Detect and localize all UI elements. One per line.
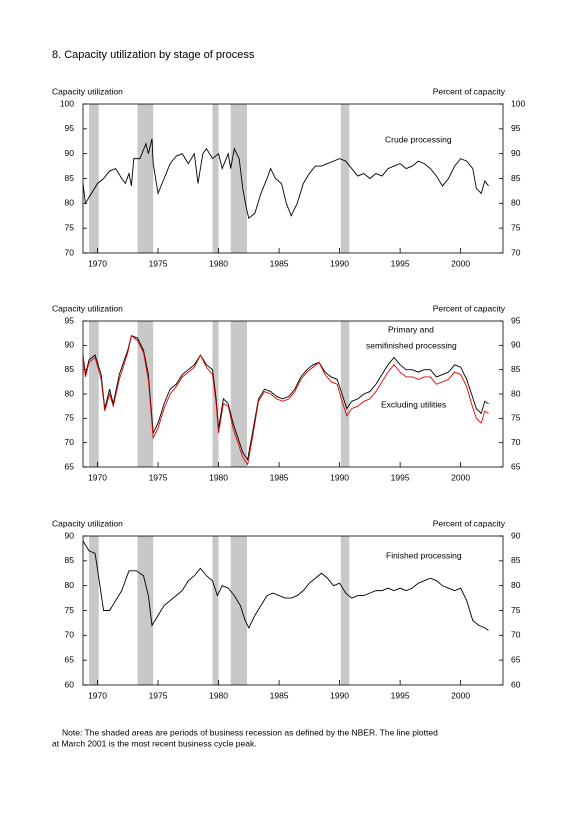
- series-label: Crude processing: [385, 134, 452, 144]
- y-tick-label: 75: [65, 413, 75, 423]
- x-tick-label: 2000: [451, 258, 470, 268]
- recession-band: [212, 536, 219, 685]
- x-tick-label: 2000: [451, 472, 470, 482]
- y-tick-label: 75: [65, 222, 75, 232]
- y2-tick-label: 95: [511, 315, 521, 325]
- left-axis-label: Capacity utilization: [52, 303, 123, 313]
- right-axis-label: Percent of capacity: [433, 303, 506, 313]
- y2-tick-label: 100: [511, 98, 525, 108]
- recession-band: [137, 104, 154, 253]
- page-title: 8. Capacity utilization by stage of proc…: [52, 49, 255, 61]
- x-tick-label: 1970: [88, 690, 107, 700]
- y2-tick-label: 60: [511, 679, 521, 689]
- series-label: semifinished processing: [366, 340, 457, 350]
- recession-band: [212, 104, 219, 253]
- y2-tick-label: 85: [511, 555, 521, 565]
- series-label: Finished processing: [386, 550, 462, 560]
- y-tick-label: 70: [65, 437, 75, 447]
- recession-band: [340, 321, 350, 467]
- y2-tick-label: 70: [511, 247, 521, 257]
- data-line: [82, 334, 489, 461]
- x-tick-label: 1995: [391, 472, 410, 482]
- y-tick-label: 90: [65, 340, 75, 350]
- y2-tick-label: 65: [511, 461, 521, 471]
- recession-band: [89, 536, 99, 685]
- note-line: at March 2001 is the most recent busines…: [52, 738, 257, 748]
- y2-tick-label: 65: [511, 654, 521, 664]
- x-tick-label: 1970: [88, 472, 107, 482]
- x-tick-label: 1985: [270, 258, 289, 268]
- y2-tick-label: 90: [511, 340, 521, 350]
- y-tick-label: 80: [65, 388, 75, 398]
- recession-band: [89, 104, 99, 253]
- y2-tick-label: 70: [511, 437, 521, 447]
- y-tick-label: 80: [65, 580, 75, 590]
- recession-band: [230, 321, 248, 467]
- recession-band: [230, 104, 248, 253]
- y-tick-label: 95: [65, 123, 75, 133]
- x-tick-label: 1990: [330, 690, 349, 700]
- x-tick-label: 1980: [209, 690, 228, 700]
- y-tick-label: 60: [65, 679, 75, 689]
- y-tick-label: 95: [65, 315, 75, 325]
- y-tick-label: 75: [65, 605, 75, 615]
- recession-band: [137, 321, 154, 467]
- series-label: Excluding utilities: [381, 399, 446, 409]
- x-tick-label: 2000: [451, 690, 470, 700]
- data-line: [82, 138, 489, 220]
- y2-tick-label: 80: [511, 580, 521, 590]
- y-tick-label: 65: [65, 654, 75, 664]
- x-tick-label: 1980: [209, 472, 228, 482]
- recession-band: [340, 104, 350, 253]
- left-axis-label: Capacity utilization: [52, 518, 123, 528]
- y-tick-label: 70: [65, 630, 75, 640]
- y2-tick-label: 85: [511, 173, 521, 183]
- right-axis-label: Percent of capacity: [433, 518, 506, 528]
- x-tick-label: 1975: [149, 690, 168, 700]
- y2-tick-label: 70: [511, 630, 521, 640]
- x-tick-label: 1990: [330, 472, 349, 482]
- y-tick-label: 85: [65, 364, 75, 374]
- series-label: Primary and: [388, 324, 434, 334]
- x-tick-label: 1975: [149, 258, 168, 268]
- x-tick-label: 1970: [88, 258, 107, 268]
- y-tick-label: 70: [65, 247, 75, 257]
- y2-tick-label: 75: [511, 413, 521, 423]
- y2-tick-label: 90: [511, 148, 521, 158]
- recession-band: [340, 536, 350, 685]
- y2-tick-label: 80: [511, 388, 521, 398]
- y2-tick-label: 75: [511, 222, 521, 232]
- y-tick-label: 85: [65, 173, 75, 183]
- y-tick-label: 85: [65, 555, 75, 565]
- y-tick-label: 65: [65, 461, 75, 471]
- y2-tick-label: 85: [511, 364, 521, 374]
- recession-band: [89, 321, 99, 467]
- y-tick-label: 80: [65, 198, 75, 208]
- y2-tick-label: 90: [511, 530, 521, 540]
- y2-tick-label: 80: [511, 198, 521, 208]
- y-tick-label: 100: [60, 98, 74, 108]
- y2-tick-label: 95: [511, 123, 521, 133]
- x-tick-label: 1980: [209, 258, 228, 268]
- x-tick-label: 1995: [391, 258, 410, 268]
- y-tick-label: 90: [65, 148, 75, 158]
- y-tick-label: 90: [65, 530, 75, 540]
- data-line: [82, 334, 489, 466]
- recession-band: [230, 536, 248, 685]
- note-line: Note: The shaded areas are periods of bu…: [62, 727, 438, 737]
- left-axis-label: Capacity utilization: [52, 86, 123, 96]
- right-axis-label: Percent of capacity: [433, 86, 506, 96]
- x-tick-label: 1995: [391, 690, 410, 700]
- x-tick-label: 1985: [270, 690, 289, 700]
- data-line: [82, 540, 489, 631]
- x-tick-label: 1985: [270, 472, 289, 482]
- x-tick-label: 1975: [149, 472, 168, 482]
- x-tick-label: 1990: [330, 258, 349, 268]
- y2-tick-label: 75: [511, 605, 521, 615]
- recession-band: [137, 536, 154, 685]
